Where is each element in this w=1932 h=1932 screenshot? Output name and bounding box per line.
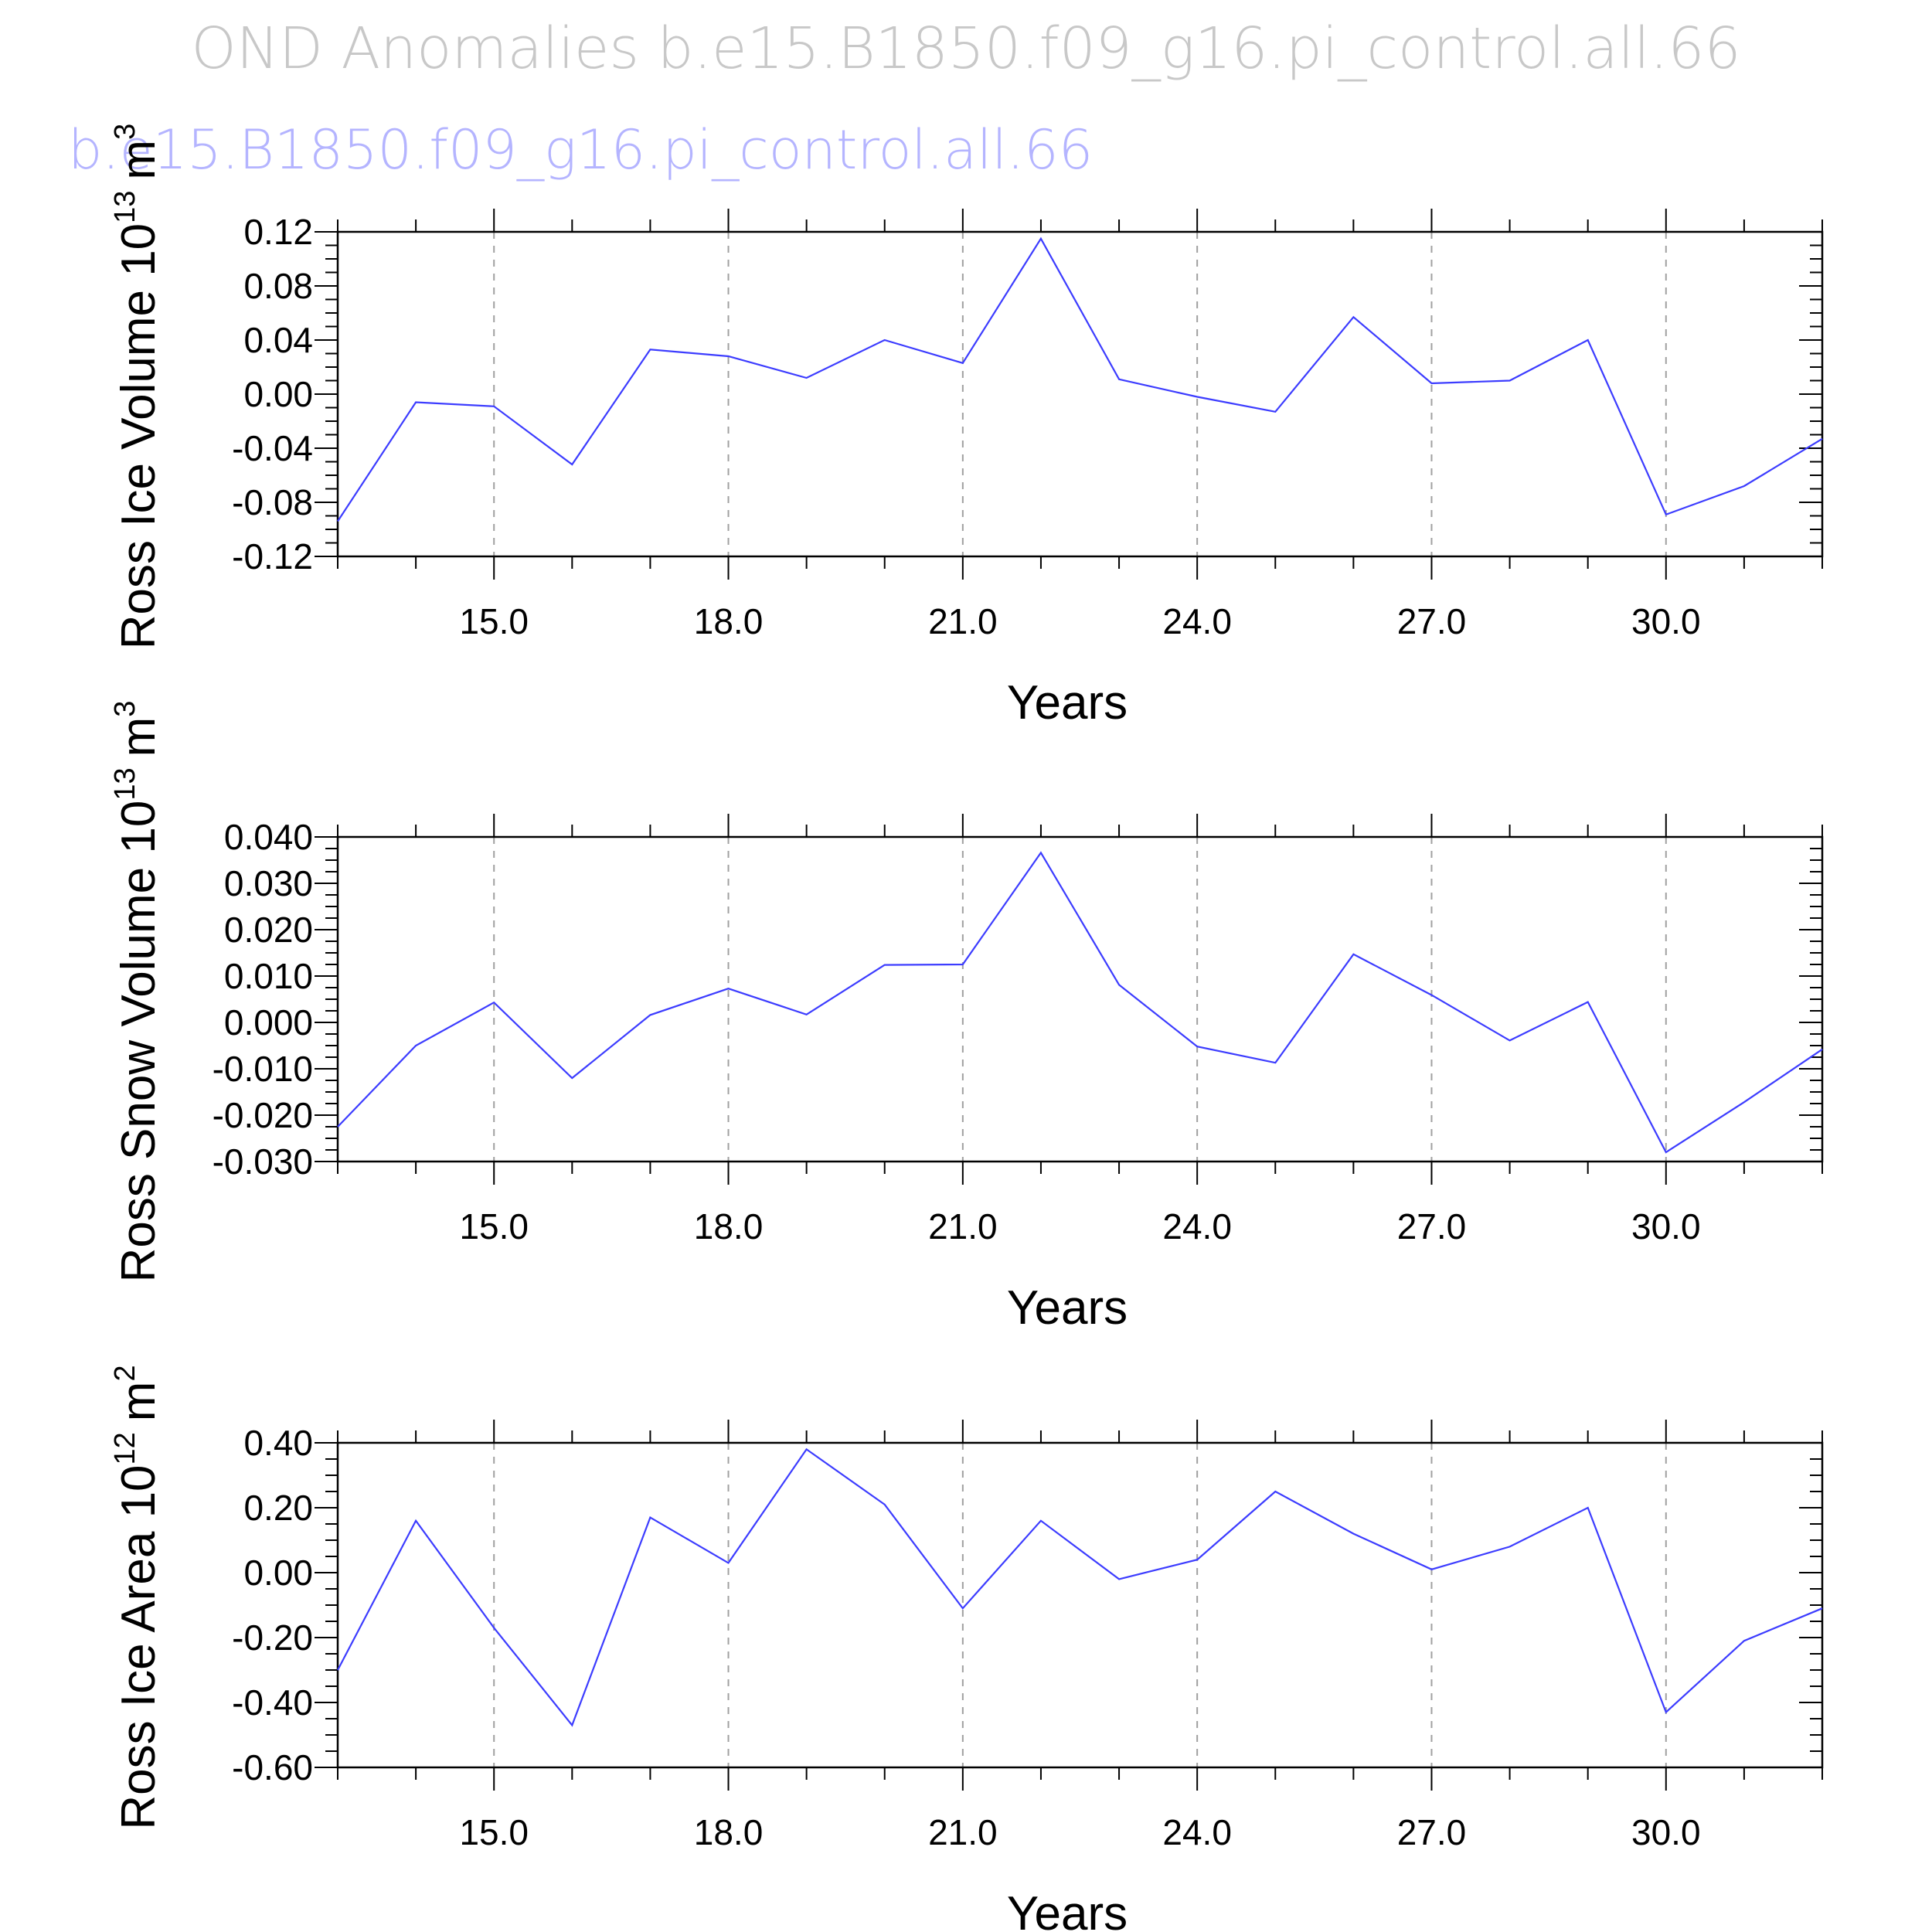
y-axis-title-main: Ross Ice Area 10 — [112, 1464, 165, 1829]
y-axis-title-unit-exponent: 3 — [109, 124, 141, 140]
x-tick-label: 21.0 — [928, 601, 998, 641]
x-tick-label: 30.0 — [1631, 1812, 1701, 1852]
y-tick-label: -0.12 — [232, 536, 313, 577]
y-tick-label: -0.20 — [232, 1617, 313, 1658]
x-tick-label: 30.0 — [1631, 1206, 1701, 1247]
y-tick-label: 0.40 — [243, 1423, 313, 1463]
x-tick-label: 27.0 — [1397, 601, 1467, 641]
x-tick-label: 18.0 — [694, 1812, 764, 1852]
tick-marks — [315, 209, 1823, 580]
x-tick-label: 15.0 — [459, 601, 529, 641]
y-tick-label: -0.08 — [232, 482, 313, 522]
series-line — [337, 851, 1823, 1154]
panel-1: -0.12 -0.08 -0.04 0.00 0.04 0.08 0.12 15.0 18.0 2… — [109, 124, 1824, 730]
x-tick-label: 18.0 — [694, 1206, 764, 1247]
x-tick-label: 15.0 — [459, 1206, 529, 1247]
x-tick-label: 15.0 — [459, 1812, 529, 1852]
y-axis-title-main: Ross Ice Volume 10 — [112, 223, 165, 649]
y-tick-label: 0.12 — [243, 212, 313, 252]
y-axis-title-unit: m — [112, 1382, 165, 1422]
panel-2: -0.030 -0.020 -0.010 0.000 0.010 0.020 0.030 0.… — [109, 701, 1824, 1335]
y-axis-title-unit-exponent: 2 — [109, 1365, 141, 1381]
y-tick-label: 0.20 — [243, 1488, 313, 1528]
x-tick-label: 21.0 — [928, 1812, 998, 1852]
tick-marks — [315, 1420, 1823, 1791]
y-axis-title-exponent: 12 — [109, 1432, 141, 1464]
y-tick-label: -0.020 — [213, 1095, 313, 1135]
case-label: b.e15.B1850.f09_g16.pi_control.all.66 — [68, 118, 1093, 182]
y-tick-label: 0.030 — [224, 863, 313, 903]
series-line — [337, 236, 1823, 522]
panel-3: -0.60 -0.40 -0.20 0.00 0.20 0.40 15.0 18.0 21.0 2… — [109, 1365, 1824, 1932]
x-tick-label: 24.0 — [1162, 1812, 1232, 1852]
y-axis-title-exponent: 13 — [109, 191, 141, 223]
x-tick-label: 21.0 — [928, 1206, 998, 1247]
y-axis-title-exponent: 13 — [109, 767, 141, 800]
y-tick-label: 0.00 — [243, 1553, 313, 1593]
x-tick-label: 30.0 — [1631, 601, 1701, 641]
x-axis-title: Years — [1007, 1887, 1128, 1932]
y-tick-label: 0.04 — [243, 320, 313, 360]
y-axis-title-unit-exponent: 3 — [109, 701, 141, 717]
x-tick-label: 27.0 — [1397, 1206, 1467, 1247]
y-tick-label: -0.40 — [232, 1682, 313, 1723]
x-axis-title: Years — [1007, 1281, 1128, 1335]
y-tick-label: 0.040 — [224, 817, 313, 857]
x-tick-label: 24.0 — [1162, 601, 1232, 641]
y-axis-title: Ross Ice Area 1012 m2 — [109, 1365, 165, 1829]
y-tick-label: 0.000 — [224, 1002, 313, 1043]
y-tick-label: -0.04 — [232, 428, 313, 468]
x-tick-label: 24.0 — [1162, 1206, 1232, 1247]
y-axis-title-unit: m — [112, 140, 165, 180]
y-tick-label: -0.030 — [213, 1141, 313, 1182]
y-axis-title-unit: m — [112, 717, 165, 757]
y-axis-title: Ross Ice Volume 1013 m3 — [109, 124, 165, 649]
y-axis-title-main: Ross Snow Volume 10 — [112, 801, 165, 1283]
y-tick-label: 0.020 — [224, 910, 313, 950]
plot-frame — [336, 1441, 1824, 1769]
x-tick-label: 18.0 — [694, 601, 764, 641]
y-tick-label: 0.00 — [243, 374, 313, 414]
x-axis-title: Years — [1007, 676, 1128, 730]
y-axis-title: Ross Snow Volume 1013 m3 — [109, 701, 165, 1283]
y-tick-label: -0.60 — [232, 1747, 313, 1787]
series-line — [337, 1447, 1823, 1727]
y-tick-label: -0.010 — [213, 1049, 313, 1089]
plot-frame — [336, 835, 1824, 1163]
y-tick-label: 0.08 — [243, 266, 313, 306]
tick-marks — [315, 814, 1823, 1185]
plot-frame — [336, 230, 1824, 558]
y-tick-label: 0.010 — [224, 956, 313, 996]
panels: -0.12 -0.08 -0.04 0.00 0.04 0.08 0.12 15.0 18.0 2… — [109, 124, 1824, 1932]
figure-title: OND Anomalies b.e15.B1850.f09_g16.pi_con… — [191, 15, 1740, 82]
x-tick-label: 27.0 — [1397, 1812, 1467, 1852]
